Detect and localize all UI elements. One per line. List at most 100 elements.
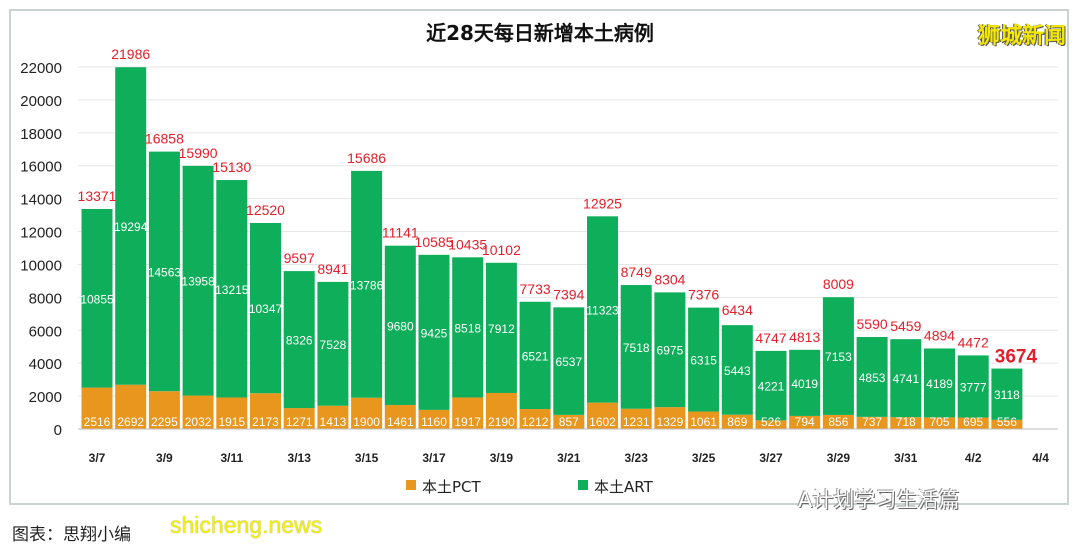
total-label: 8304 (654, 271, 685, 287)
bar-pct (957, 417, 989, 429)
x-tick-label: 3/15 (355, 451, 379, 465)
total-label: 8009 (823, 276, 854, 292)
source-watermark: shicheng.news (170, 512, 323, 538)
bar-art (182, 165, 214, 396)
bar-art (856, 337, 888, 417)
bar-pct (182, 395, 214, 429)
bar-art (654, 292, 686, 408)
data-label-pct: 2516 (84, 415, 111, 429)
bar-art (553, 307, 585, 415)
x-tick-label: 3/25 (692, 451, 716, 465)
x-tick-label: 3/23 (625, 451, 649, 465)
bar-pct (250, 393, 281, 429)
bar-art (81, 208, 113, 388)
bar-art (620, 285, 652, 409)
data-label-art: 4221 (758, 380, 785, 394)
y-tick-label: 22000 (20, 60, 62, 77)
total-label: 8749 (621, 264, 652, 280)
data-label-art: 8518 (454, 321, 481, 335)
bar-pct (115, 384, 147, 429)
bar-pct (418, 409, 450, 429)
total-label: 9597 (284, 250, 315, 266)
y-tick-label: 20000 (20, 93, 62, 110)
data-label-pct: 856 (828, 415, 848, 429)
x-tick-label: 3/29 (827, 451, 851, 465)
bar-art (721, 325, 753, 415)
bar-art (384, 245, 416, 405)
data-label-art: 13786 (350, 278, 384, 292)
bar-pct (991, 419, 1023, 429)
legend: 本土PCT 本土ART (406, 478, 654, 496)
data-label-art: 5443 (724, 364, 751, 378)
data-label-art: 13958 (181, 275, 215, 289)
logo: 狮城新闻 (977, 24, 1066, 49)
bar-pct (789, 415, 821, 429)
data-label-pct: 695 (963, 415, 983, 429)
total-label: 12520 (246, 202, 285, 218)
bar-pct (148, 391, 180, 429)
y-tick-label: 8000 (29, 290, 62, 307)
bar-pct (822, 414, 854, 429)
data-label-pct: 869 (727, 415, 747, 429)
bar-pct (317, 405, 349, 429)
total-label: 4894 (924, 327, 955, 343)
legend-label-pct: 本土PCT (422, 478, 482, 496)
y-tick-label: 6000 (29, 323, 62, 340)
data-label-art: 13215 (215, 283, 249, 297)
total-label: 4747 (755, 330, 786, 346)
x-tick-label: 3/7 (89, 451, 106, 465)
bar-pct (485, 392, 517, 429)
bar-pct (856, 416, 888, 429)
y-tick-label: 4000 (29, 356, 62, 373)
data-label-art: 3777 (960, 380, 987, 394)
data-label-pct: 1160 (421, 415, 447, 429)
bar-art (283, 271, 315, 409)
bar-art (148, 151, 180, 392)
data-label-pct: 2173 (252, 415, 279, 429)
bar-pct (283, 408, 315, 429)
data-label-art: 7518 (623, 341, 650, 355)
data-label-art: 4741 (892, 372, 919, 386)
bar-pct (620, 408, 652, 429)
total-label: 13371 (78, 188, 117, 204)
data-label-art: 4189 (926, 377, 953, 391)
data-label-art: 6315 (690, 354, 717, 368)
total-label: 11141 (382, 225, 419, 241)
x-tick-label: 3/17 (422, 451, 446, 465)
data-label-pct: 1915 (218, 415, 245, 429)
data-label-pct: 1329 (657, 415, 684, 429)
x-tick-label: 3/9 (156, 451, 173, 465)
data-label-art: 7912 (488, 322, 515, 336)
bar-pct (519, 409, 551, 429)
bar-pct (81, 387, 113, 429)
bar-pct (452, 397, 484, 429)
bar-pct (384, 404, 416, 429)
caption: 图表：思翔小编 (12, 525, 131, 545)
bar-pct (351, 397, 383, 429)
total-label: 10585 (415, 234, 454, 250)
data-label-pct: 1900 (353, 415, 380, 429)
y-tick-label: 16000 (20, 159, 62, 176)
bar-art (755, 350, 787, 421)
bar-art (485, 262, 517, 393)
x-tick-label: 4/2 (965, 451, 982, 465)
data-label-art: 4853 (859, 371, 886, 385)
data-label-pct: 2032 (185, 415, 212, 429)
data-label-pct: 1212 (522, 415, 549, 429)
total-label: 6434 (722, 302, 753, 318)
data-label-art: 11323 (586, 303, 619, 317)
y-tick-label: 2000 (29, 389, 62, 406)
data-label-art: 4019 (791, 377, 818, 391)
y-tick-label: 18000 (20, 126, 62, 143)
data-label-pct: 857 (559, 415, 579, 429)
y-tick-label: 0 (54, 422, 62, 439)
bar-pct (924, 417, 955, 429)
data-label-pct: 718 (896, 415, 916, 429)
legend-label-art: 本土ART (594, 478, 654, 496)
data-label-art: 6975 (657, 344, 684, 358)
total-label: 5459 (890, 318, 921, 334)
data-label-pct: 1917 (454, 415, 481, 429)
data-label-art: 7153 (825, 350, 852, 364)
data-label-pct: 737 (862, 415, 882, 429)
